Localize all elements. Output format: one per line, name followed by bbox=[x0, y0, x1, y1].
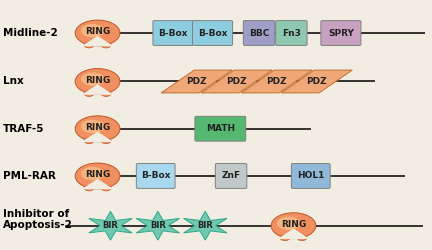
Circle shape bbox=[81, 167, 104, 180]
Circle shape bbox=[84, 42, 94, 48]
FancyBboxPatch shape bbox=[291, 164, 330, 188]
Circle shape bbox=[277, 217, 300, 230]
Circle shape bbox=[75, 116, 120, 142]
Circle shape bbox=[75, 68, 120, 94]
Text: RING: RING bbox=[85, 170, 110, 179]
Text: SPRY: SPRY bbox=[328, 28, 354, 38]
Polygon shape bbox=[277, 228, 310, 239]
Circle shape bbox=[101, 185, 111, 191]
Text: RING: RING bbox=[85, 123, 110, 132]
Text: TRAF-5: TRAF-5 bbox=[3, 124, 44, 134]
Text: ZnF: ZnF bbox=[222, 172, 241, 180]
FancyBboxPatch shape bbox=[193, 20, 232, 46]
Circle shape bbox=[75, 20, 120, 46]
Polygon shape bbox=[89, 211, 132, 240]
Text: Midline-2: Midline-2 bbox=[3, 28, 57, 38]
Polygon shape bbox=[82, 179, 114, 189]
FancyBboxPatch shape bbox=[195, 116, 246, 141]
Text: Lnx: Lnx bbox=[3, 76, 24, 86]
FancyBboxPatch shape bbox=[137, 164, 175, 188]
Circle shape bbox=[101, 91, 111, 96]
Text: B-Box: B-Box bbox=[158, 28, 187, 38]
Polygon shape bbox=[201, 70, 272, 93]
Circle shape bbox=[101, 138, 111, 144]
Circle shape bbox=[84, 185, 94, 191]
Polygon shape bbox=[241, 70, 312, 93]
Polygon shape bbox=[82, 132, 114, 142]
Text: BIR: BIR bbox=[197, 221, 213, 230]
Text: BIR: BIR bbox=[150, 221, 166, 230]
Polygon shape bbox=[184, 211, 227, 240]
FancyBboxPatch shape bbox=[243, 20, 275, 46]
Text: RING: RING bbox=[281, 220, 306, 229]
Text: BIR: BIR bbox=[102, 221, 118, 230]
Text: PDZ: PDZ bbox=[226, 77, 247, 86]
Text: B-Box: B-Box bbox=[198, 28, 227, 38]
Text: B-Box: B-Box bbox=[141, 172, 170, 180]
Text: RING: RING bbox=[85, 76, 110, 85]
Text: PDZ: PDZ bbox=[267, 77, 287, 86]
Polygon shape bbox=[82, 84, 114, 95]
Circle shape bbox=[271, 213, 316, 238]
FancyBboxPatch shape bbox=[321, 20, 361, 46]
Circle shape bbox=[101, 42, 111, 48]
Text: Inhibitor of
Apoptosis-2: Inhibitor of Apoptosis-2 bbox=[3, 209, 73, 230]
Circle shape bbox=[280, 235, 290, 240]
FancyBboxPatch shape bbox=[153, 20, 193, 46]
Circle shape bbox=[81, 120, 104, 133]
Text: MATH: MATH bbox=[206, 124, 235, 133]
FancyBboxPatch shape bbox=[276, 20, 307, 46]
Polygon shape bbox=[281, 70, 353, 93]
Text: RING: RING bbox=[85, 28, 110, 36]
Text: PDZ: PDZ bbox=[186, 77, 207, 86]
Text: Fn3: Fn3 bbox=[282, 28, 301, 38]
Polygon shape bbox=[136, 211, 180, 240]
Circle shape bbox=[297, 235, 307, 240]
Text: PML-RAR: PML-RAR bbox=[3, 171, 56, 181]
Polygon shape bbox=[82, 36, 114, 46]
Circle shape bbox=[81, 72, 104, 86]
Text: BBC: BBC bbox=[249, 28, 269, 38]
Polygon shape bbox=[161, 70, 232, 93]
Circle shape bbox=[84, 138, 94, 144]
Circle shape bbox=[81, 24, 104, 38]
Circle shape bbox=[75, 163, 120, 189]
Circle shape bbox=[84, 91, 94, 96]
Text: PDZ: PDZ bbox=[306, 77, 327, 86]
FancyBboxPatch shape bbox=[216, 164, 247, 188]
Text: HOL1: HOL1 bbox=[297, 172, 324, 180]
